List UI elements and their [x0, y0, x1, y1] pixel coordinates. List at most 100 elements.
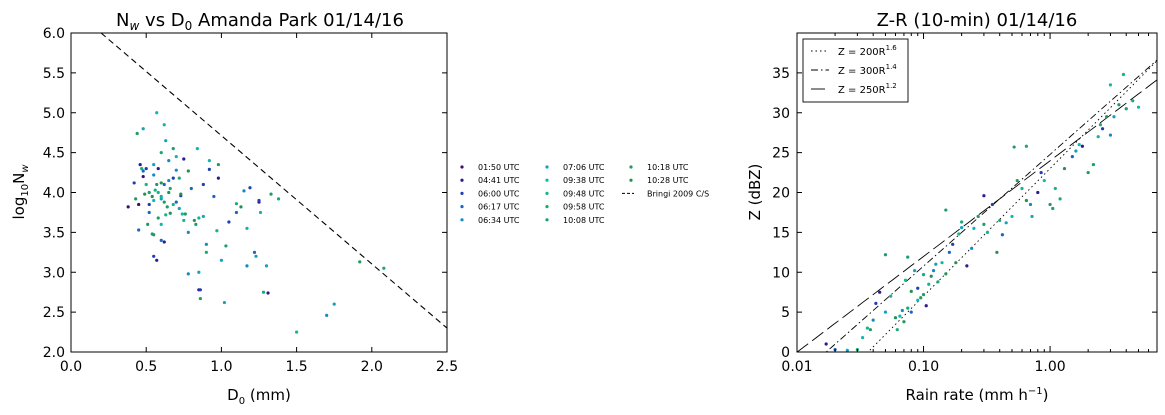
data-point [1024, 198, 1028, 203]
data-point [135, 131, 139, 136]
data-point [1108, 83, 1113, 87]
data-point [916, 298, 920, 302]
data-point [159, 238, 163, 242]
data-point [1108, 133, 1113, 137]
data-point [174, 155, 178, 159]
data-point [189, 186, 193, 191]
data-point [898, 314, 902, 318]
data-point [909, 289, 913, 293]
data-point [845, 348, 849, 352]
data-point [147, 202, 151, 207]
data-point [147, 210, 151, 215]
data-point [1136, 105, 1141, 109]
data-point [156, 216, 160, 220]
left-y-axis-label: log10Nw [10, 164, 31, 220]
y-tick-label: 5 [781, 305, 790, 321]
data-point [902, 320, 906, 324]
data-point [234, 210, 239, 215]
data-point [1015, 178, 1019, 183]
legend-marker [545, 218, 549, 222]
data-point [171, 202, 175, 207]
data-point [1010, 214, 1014, 219]
data-point [1100, 127, 1105, 131]
y-tick-label: 2.5 [43, 305, 65, 321]
data-point [906, 306, 910, 310]
y-tick-label: 30 [772, 106, 790, 122]
right-chart-title: Z-R (10-min) 01/14/16 [877, 10, 1078, 31]
data-point [985, 230, 990, 234]
data-point [144, 166, 148, 171]
legend-marker [545, 165, 549, 169]
x-tick-label: 0.10 [908, 359, 939, 375]
data-point [883, 310, 888, 314]
data-point [1070, 155, 1074, 159]
data-point [227, 220, 231, 224]
data-point [1117, 103, 1121, 107]
data-point [156, 166, 160, 171]
data-point [1028, 202, 1033, 207]
y-tick-label: 20 [772, 186, 790, 202]
data-point [921, 292, 926, 297]
data-point [325, 313, 329, 317]
reference-line [100, 32, 448, 329]
data-point [183, 212, 187, 216]
data-point [141, 127, 145, 131]
data-point [913, 269, 917, 273]
y-tick-label: 0 [781, 345, 790, 361]
data-point [960, 225, 964, 230]
data-point [219, 258, 223, 262]
legend-label: 09:48 UTC [563, 189, 605, 198]
data-point [878, 290, 882, 294]
data-point [144, 182, 148, 187]
data-point [276, 197, 281, 201]
legend-label: 06:34 UTC [478, 216, 520, 225]
data-point [159, 222, 163, 226]
data-point [153, 188, 157, 192]
data-point [141, 174, 145, 179]
x-tick-label: 0.0 [60, 359, 82, 375]
legend-marker [629, 165, 633, 169]
data-point [164, 139, 168, 143]
data-point [192, 218, 196, 223]
y-tick-label: 35 [772, 66, 790, 82]
data-point [159, 197, 163, 201]
data-point [1000, 233, 1004, 237]
data-point [182, 157, 186, 161]
data-point [982, 194, 986, 198]
legend-label: 10:08 UTC [563, 216, 605, 225]
data-point [180, 212, 184, 216]
y-tick-label: 5.0 [43, 106, 65, 122]
data-point [976, 214, 980, 219]
data-point [159, 151, 163, 155]
data-point [868, 328, 872, 332]
data-point [197, 216, 201, 220]
data-point [155, 258, 159, 262]
data-point [883, 253, 888, 257]
y-tick-label: 25 [772, 146, 790, 162]
data-point [982, 222, 986, 226]
data-point [261, 290, 266, 294]
data-point [234, 202, 239, 206]
data-point [216, 176, 220, 180]
legend-marker [545, 178, 549, 182]
y-tick-label: 4.5 [43, 146, 65, 162]
data-point [182, 218, 186, 223]
data-point [264, 264, 269, 268]
data-point [1053, 186, 1057, 191]
data-point [998, 218, 1002, 223]
data-point [197, 270, 201, 274]
data-point [134, 197, 138, 201]
data-point [1042, 178, 1046, 183]
data-point [186, 230, 190, 234]
data-point [156, 190, 160, 195]
data-point [248, 186, 252, 190]
y-tick-label: 10 [772, 265, 790, 281]
data-point [906, 255, 910, 259]
data-point [162, 240, 166, 244]
legend-label: 04:41 UTC [478, 176, 520, 185]
data-point [1091, 162, 1095, 167]
left-y-ticks: 2.0 2.5 3.0 3.5 4.0 4.5 5.0 5.5 6.0 [43, 26, 447, 361]
data-point [965, 264, 969, 268]
x-tick-label: 0.01 [781, 359, 812, 375]
nw-vs-d0-chart: Nw vs D0 Amanda Park 01/14/16 0.0 0.5 1.0 1… [10, 10, 709, 407]
